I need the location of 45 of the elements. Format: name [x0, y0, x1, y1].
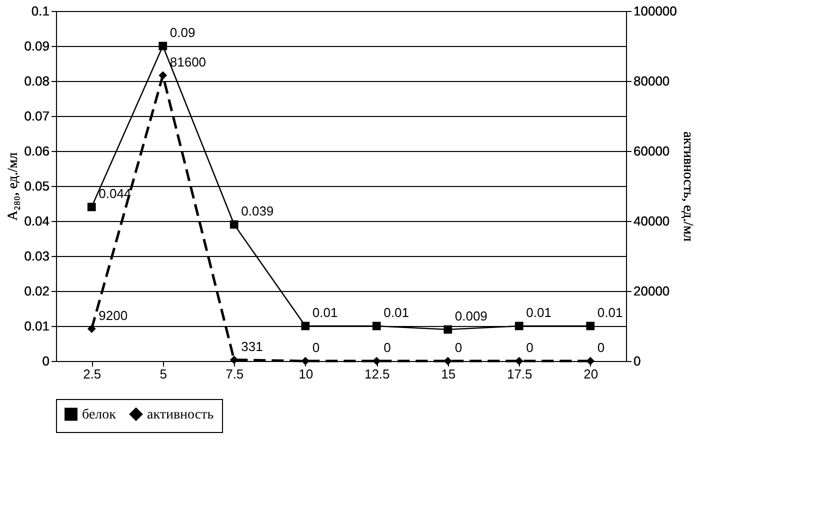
x-tick-label: 5	[160, 366, 167, 382]
y2-tick-label: 20000	[634, 284, 670, 298]
data-label: 0.01	[526, 305, 552, 320]
data-label: 0.09	[170, 25, 196, 40]
data-label: 0	[526, 340, 534, 355]
x-tick-label: 20	[584, 366, 598, 382]
y-tick-label: 0.04	[24, 214, 50, 228]
legend-label: активность	[147, 407, 214, 422]
y-tick-label: 0	[42, 354, 50, 368]
y-tick-label: 0.1	[31, 4, 50, 18]
data-label: 0.009	[454, 308, 488, 324]
y-tick-label: 0.09	[24, 38, 50, 54]
y2-tick-label: 100000	[634, 4, 677, 18]
data-label: 0	[312, 340, 320, 355]
x-tick-label: 12.5	[364, 366, 390, 382]
y2-tick-label: 80000	[634, 74, 670, 88]
y-tick-label: 0.06	[24, 144, 50, 158]
y-axis-title: A₂₈₀, ед./мл	[6, 152, 22, 221]
x-tick-label: 17.5	[506, 366, 532, 382]
x-tick-label: 2.5	[83, 366, 102, 382]
y-tick-label: 0.02	[24, 284, 50, 298]
x-tick-label: 7.5	[226, 366, 244, 382]
data-label: 331	[241, 338, 263, 354]
y2-tick-label: 40000	[634, 214, 670, 228]
x-tick-label: 15	[441, 366, 456, 382]
data-label: 0.044	[98, 186, 132, 201]
y2-axis-title: активность, ед./мл	[680, 132, 695, 242]
data-label: 0.01	[597, 305, 623, 320]
y-tick-label: 0.08	[24, 74, 50, 88]
data-label: 0	[597, 340, 605, 355]
data-label: 0	[454, 340, 462, 355]
x-tick-label: 10	[298, 366, 314, 382]
data-label: 0.01	[384, 305, 409, 320]
legend-label: белок	[82, 407, 116, 422]
data-label: 9200	[98, 308, 128, 323]
y-tick-label: 0.01	[24, 318, 50, 334]
data-label: 0	[384, 340, 391, 355]
y2-tick-label: 60000	[634, 144, 670, 158]
data-label: 81600	[170, 54, 206, 70]
data-label: 0.01	[312, 305, 338, 320]
y-tick-label: 0.07	[24, 108, 50, 124]
y2-tick-label: 0	[634, 354, 641, 368]
y-tick-label: 0.03	[24, 248, 50, 264]
y-tick-label: 0.05	[24, 178, 50, 194]
data-label: 0.039	[241, 204, 274, 218]
